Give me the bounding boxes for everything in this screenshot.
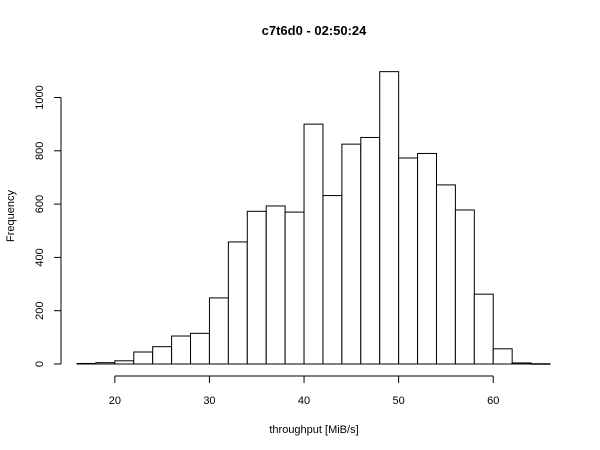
histogram-bar: [171, 335, 192, 365]
histogram-bar: [76, 362, 97, 365]
y-tick-label: 400: [34, 248, 46, 266]
histogram-bar: [208, 297, 229, 365]
x-tick-label: 40: [298, 395, 310, 407]
histogram-bar: [265, 205, 286, 365]
x-tick-label: 60: [487, 395, 499, 407]
histogram-bar: [95, 362, 116, 365]
y-axis: 0 200 400 600 800 1000: [34, 85, 62, 367]
y-tick-label: 0: [34, 361, 46, 367]
histogram-bar: [246, 210, 267, 365]
x-axis: 20 30 40 50 60: [109, 375, 499, 407]
y-tick-label: 600: [34, 195, 46, 213]
histogram-bar: [114, 360, 135, 365]
histogram-bar: [133, 351, 154, 365]
x-tick-label: 30: [203, 395, 215, 407]
y-axis-label: Frequency: [5, 190, 17, 242]
y-tick-label: 800: [34, 142, 46, 160]
histogram-bar: [530, 363, 551, 365]
histogram-bar: [322, 195, 343, 365]
histogram-bar: [492, 348, 513, 365]
y-tick-label: 200: [34, 302, 46, 320]
histogram-bar: [379, 71, 400, 365]
histogram-bar: [417, 152, 437, 365]
histogram-bar: [360, 136, 381, 365]
chart-title: c7t6d0 - 02:50:24: [262, 23, 368, 38]
x-tick-label: 50: [393, 395, 405, 407]
x-axis-label: throughput [MiB/s]: [269, 424, 358, 436]
histogram-bars: [76, 71, 551, 365]
histogram-bar: [473, 293, 494, 365]
histogram-bar: [435, 184, 456, 365]
histogram-bar: [190, 332, 210, 365]
histogram-bar: [152, 346, 173, 365]
histogram-bar: [303, 123, 324, 365]
y-tick-label: 1000: [34, 85, 46, 109]
histogram-bar: [511, 362, 532, 365]
histogram-bar: [454, 209, 475, 365]
histogram-bar: [284, 211, 305, 365]
histogram-bar: [227, 241, 248, 365]
x-tick-label: 20: [109, 395, 121, 407]
histogram-bar: [341, 143, 362, 365]
histogram-bar: [398, 157, 419, 365]
